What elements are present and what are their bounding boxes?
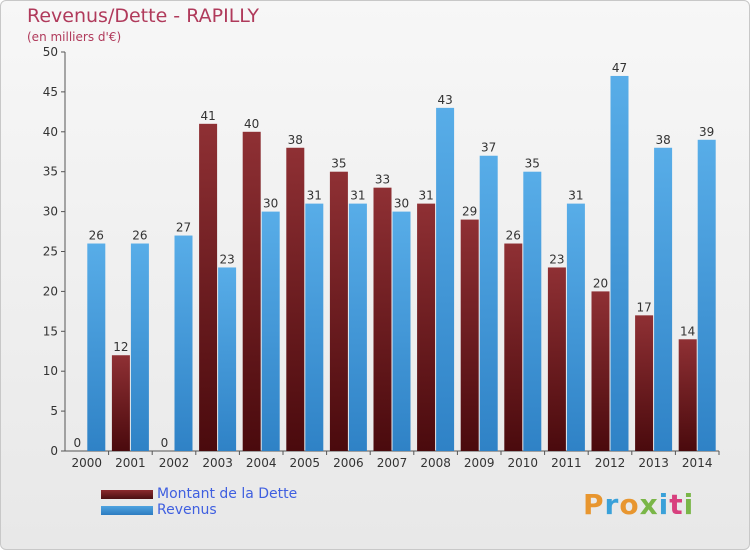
data-label-revenue: 23: [219, 252, 234, 266]
data-label-debt: 29: [462, 205, 477, 219]
x-tick-label: 2002: [159, 456, 190, 470]
data-label-debt: 12: [113, 340, 128, 354]
bar-debt: [504, 243, 523, 451]
y-tick-label: 50: [43, 45, 58, 59]
chart-subtitle: (en milliers d'€): [27, 30, 122, 44]
bar-debt: [547, 267, 566, 451]
data-label-revenue: 31: [307, 189, 322, 203]
data-label-debt: 0: [161, 436, 169, 450]
data-label-revenue: 26: [132, 229, 147, 243]
data-label-debt: 17: [636, 300, 651, 314]
data-label-revenue: 43: [437, 93, 452, 107]
x-tick-label: 2003: [202, 456, 233, 470]
bar-revenue: [566, 203, 585, 451]
bar-revenue: [523, 171, 542, 451]
proxiti-logo: Proxiti: [583, 488, 695, 521]
data-label-debt: 33: [375, 173, 390, 187]
bar-revenue: [479, 155, 498, 452]
bar-debt: [242, 131, 261, 452]
x-tick-label: 2001: [115, 456, 146, 470]
chart-title: Revenus/Dette - RAPILLY: [27, 5, 259, 27]
data-label-revenue: 27: [176, 221, 191, 235]
x-tick-label: 2004: [246, 456, 277, 470]
legend-swatch-revenue: [101, 506, 153, 515]
data-label-revenue: 39: [699, 125, 714, 139]
bar-debt: [199, 123, 218, 451]
y-tick-label: 15: [43, 324, 58, 338]
bar-revenue: [218, 267, 237, 451]
data-label-debt: 20: [593, 276, 608, 290]
y-tick-label: 25: [43, 245, 58, 259]
bar-revenue: [174, 235, 193, 451]
bar-debt: [635, 315, 654, 451]
data-label-debt: 41: [200, 109, 215, 123]
data-label-revenue: 26: [89, 229, 104, 243]
bar-debt: [678, 339, 697, 451]
legend-swatch-debt: [101, 490, 153, 499]
bar-debt: [329, 171, 348, 451]
bar-revenue: [261, 211, 280, 451]
y-tick-label: 40: [43, 125, 58, 139]
bar-debt: [417, 203, 436, 451]
x-tick-label: 2008: [420, 456, 451, 470]
bar-revenue: [348, 203, 367, 451]
y-tick-label: 20: [43, 284, 58, 298]
data-label-revenue: 35: [525, 157, 540, 171]
y-tick-label: 5: [50, 404, 58, 418]
x-tick-label: 2009: [464, 456, 495, 470]
y-tick-label: 0: [50, 444, 58, 458]
bar-debt: [591, 291, 610, 451]
bar-revenue: [130, 243, 149, 451]
x-tick-label: 2005: [290, 456, 321, 470]
bar-debt: [286, 147, 305, 451]
data-label-revenue: 47: [612, 61, 627, 75]
legend-label-debt: Montant de la Dette: [157, 486, 298, 502]
bar-revenue: [436, 107, 455, 452]
bar-revenue: [654, 147, 673, 451]
data-label-debt: 38: [288, 133, 303, 147]
bar-revenue: [87, 243, 106, 451]
data-label-revenue: 31: [350, 189, 365, 203]
legend-label-revenue: Revenus: [157, 502, 217, 518]
bar-revenue: [610, 75, 629, 451]
bar-debt: [373, 187, 392, 451]
x-tick-label: 2014: [682, 456, 713, 470]
y-tick-label: 45: [43, 85, 58, 99]
data-label-revenue: 30: [263, 197, 278, 211]
data-label-debt: 31: [418, 189, 433, 203]
x-tick-label: 2013: [638, 456, 669, 470]
data-label-revenue: 37: [481, 141, 496, 155]
x-tick-label: 2012: [595, 456, 626, 470]
bar-revenue: [305, 203, 324, 451]
x-tick-label: 2006: [333, 456, 364, 470]
data-label-debt: 23: [549, 252, 564, 266]
x-tick-label: 2010: [508, 456, 539, 470]
y-tick-label: 30: [43, 205, 58, 219]
bar-revenue: [697, 139, 716, 451]
bar-revenue: [392, 211, 411, 451]
bar-debt: [460, 219, 479, 451]
data-label-revenue: 38: [655, 133, 670, 147]
y-tick-label: 35: [43, 165, 58, 179]
y-tick-label: 10: [43, 364, 58, 378]
x-tick-label: 2000: [72, 456, 103, 470]
bar-debt: [111, 355, 130, 451]
data-label-debt: 0: [73, 436, 81, 450]
data-label-debt: 26: [506, 229, 521, 243]
data-label-revenue: 30: [394, 197, 409, 211]
x-tick-label: 2011: [551, 456, 582, 470]
data-label-revenue: 31: [568, 189, 583, 203]
data-label-debt: 14: [680, 324, 695, 338]
data-label-debt: 40: [244, 117, 259, 131]
data-label-debt: 35: [331, 157, 346, 171]
x-tick-label: 2007: [377, 456, 408, 470]
